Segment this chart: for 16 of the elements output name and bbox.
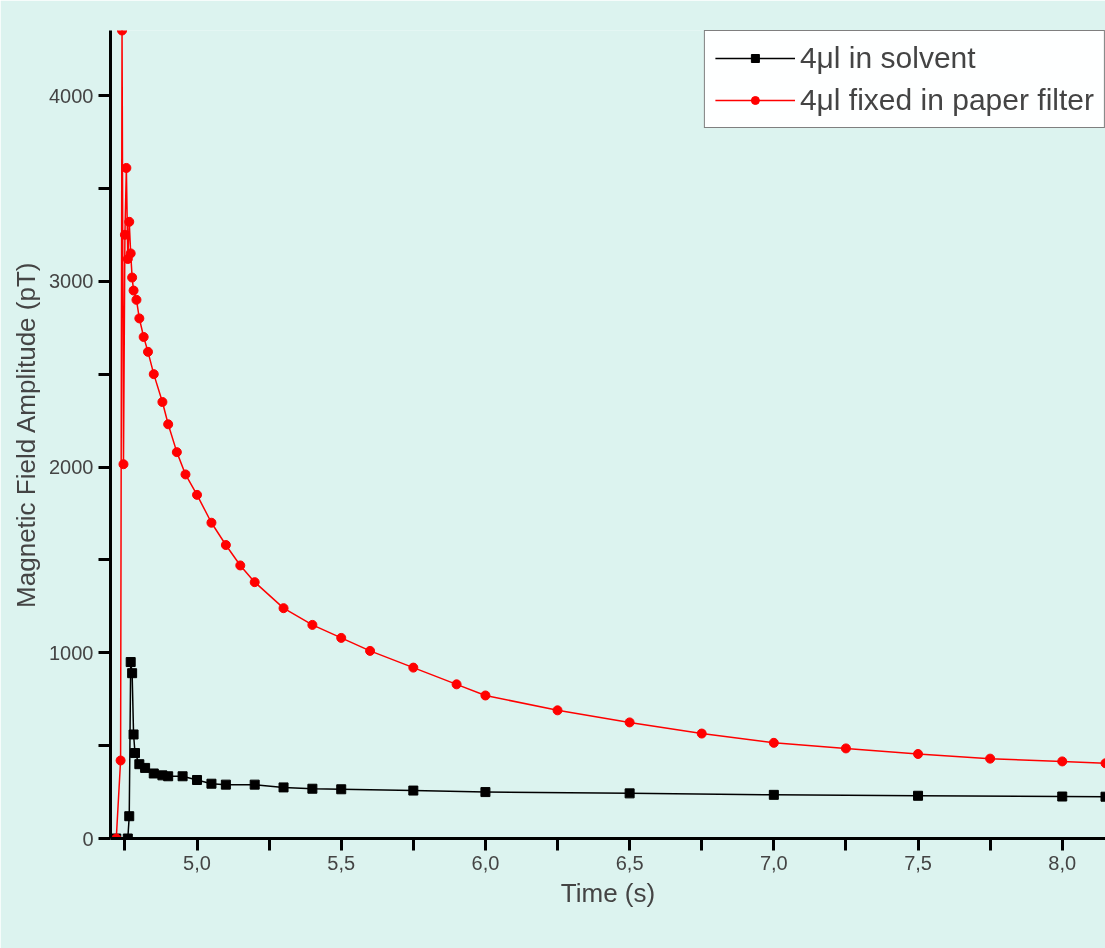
y-axis-title: Magnetic Field Amplitude (pT)	[11, 262, 42, 608]
x-tick-label: 7,0	[759, 851, 788, 874]
x-axis-title: Time (s)	[560, 877, 656, 908]
y-tick-label: 3000	[49, 270, 94, 293]
legend-label: 4μl fixed in paper filter	[799, 83, 1094, 117]
x-tick-label: 6,5	[615, 851, 644, 874]
x-tick-label: 8,0	[1048, 851, 1077, 874]
x-tick-label: 5,5	[327, 851, 356, 874]
x-tick-label: 5,0	[183, 851, 211, 874]
y-tick-label: 1000	[49, 641, 94, 664]
y-tick-label: 2000	[49, 456, 94, 479]
x-tick-label: 7,5	[904, 851, 932, 874]
x-tick-label: 6,0	[471, 851, 500, 874]
y-tick-label: 4000	[49, 84, 94, 107]
legend-label: 4μl in solvent	[799, 41, 976, 75]
y-tick-label: 0	[82, 827, 94, 850]
